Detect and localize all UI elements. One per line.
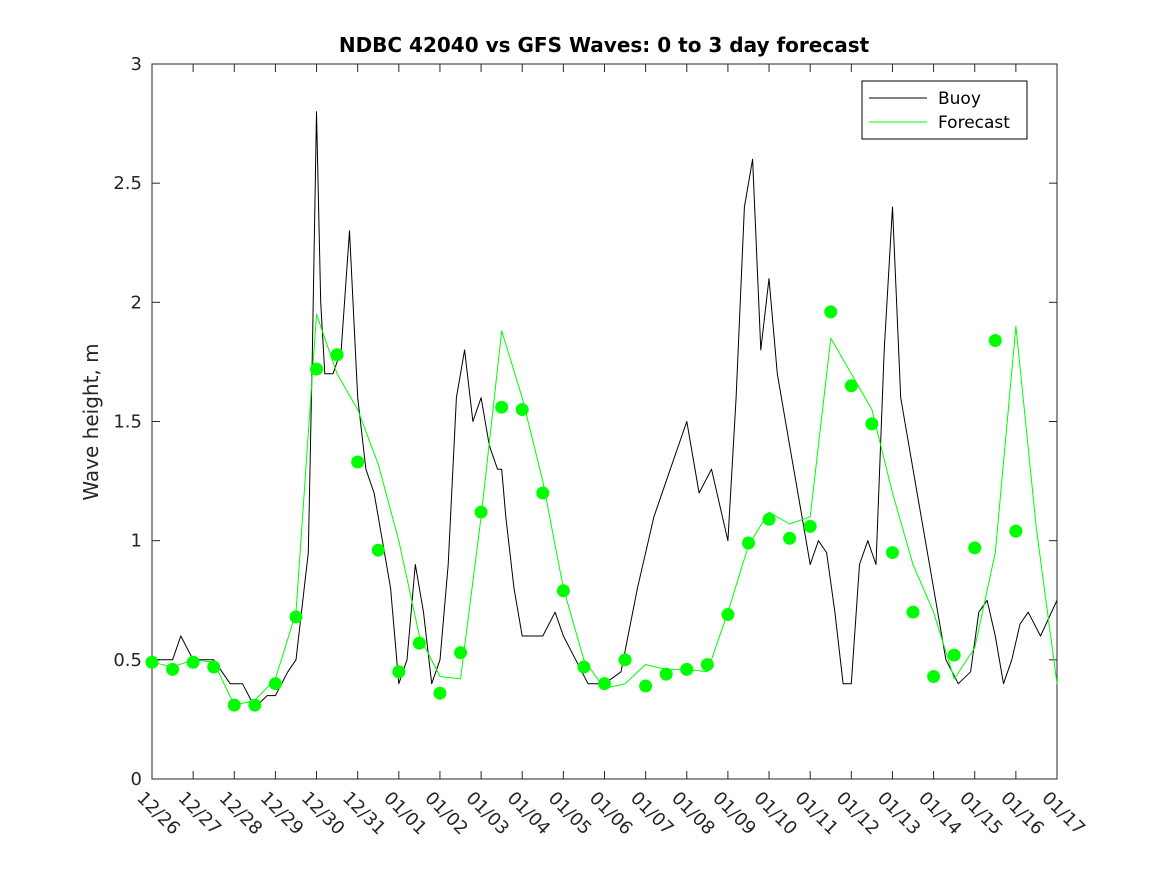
forecast-marker [598, 677, 611, 691]
forecast-marker [268, 677, 282, 691]
forecast-marker [310, 362, 324, 376]
forecast-marker [474, 505, 488, 519]
forecast-marker [1009, 524, 1023, 538]
forecast-marker [927, 670, 941, 684]
forecast-marker [988, 333, 1002, 347]
forecast-marker [289, 610, 303, 624]
forecast-marker [227, 698, 241, 712]
forecast-marker [145, 655, 159, 669]
forecast-marker [515, 403, 529, 417]
chart-title: NDBC 42040 vs GFS Waves: 0 to 3 day fore… [339, 33, 870, 57]
forecast-marker [947, 648, 961, 662]
forecast-marker [968, 541, 982, 555]
y-tick-label: 2 [131, 292, 142, 313]
legend-forecast-label: Forecast [938, 113, 1010, 133]
legend: Buoy Forecast [861, 80, 1028, 140]
y-tick-label: 0 [131, 769, 142, 790]
forecast-marker [454, 646, 468, 660]
forecast-marker [186, 655, 200, 669]
forecast-marker [824, 305, 838, 319]
forecast-marker [556, 584, 570, 598]
y-tick-label: 1 [131, 531, 142, 552]
forecast-marker [433, 686, 447, 700]
forecast-marker [618, 653, 632, 667]
forecast-marker [721, 608, 735, 622]
forecast-marker [371, 543, 385, 557]
forecast-marker [783, 531, 797, 545]
y-tick-label: 0.5 [113, 650, 142, 671]
forecast-marker [207, 660, 221, 674]
forecast-marker [351, 455, 365, 469]
forecast-marker [330, 348, 344, 362]
forecast-marker [412, 636, 426, 650]
y-axis-label: Wave height, m [79, 343, 103, 500]
forecast-marker [803, 519, 817, 533]
legend-buoy-label: Buoy [938, 89, 981, 109]
forecast-marker [762, 512, 776, 526]
forecast-marker [392, 665, 406, 679]
y-tick-label: 1.5 [113, 412, 142, 433]
legend-box [861, 80, 1028, 140]
forecast-marker [906, 605, 920, 619]
forecast-marker [577, 660, 591, 674]
forecast-marker [639, 679, 653, 693]
forecast-marker [844, 379, 858, 393]
series-line-buoy [152, 111, 1058, 708]
forecast-marker [865, 417, 879, 431]
forecast-marker [680, 662, 694, 676]
forecast-marker [741, 536, 755, 550]
y-tick-label: 2.5 [113, 173, 142, 194]
forecast-marker [495, 400, 509, 414]
forecast-marker [885, 546, 899, 560]
forecast-marker [700, 658, 714, 672]
forecast-marker [659, 667, 673, 681]
forecast-marker [166, 662, 180, 676]
y-tick-label: 3 [131, 54, 142, 75]
forecast-marker [536, 486, 550, 500]
forecast-marker [248, 698, 262, 712]
